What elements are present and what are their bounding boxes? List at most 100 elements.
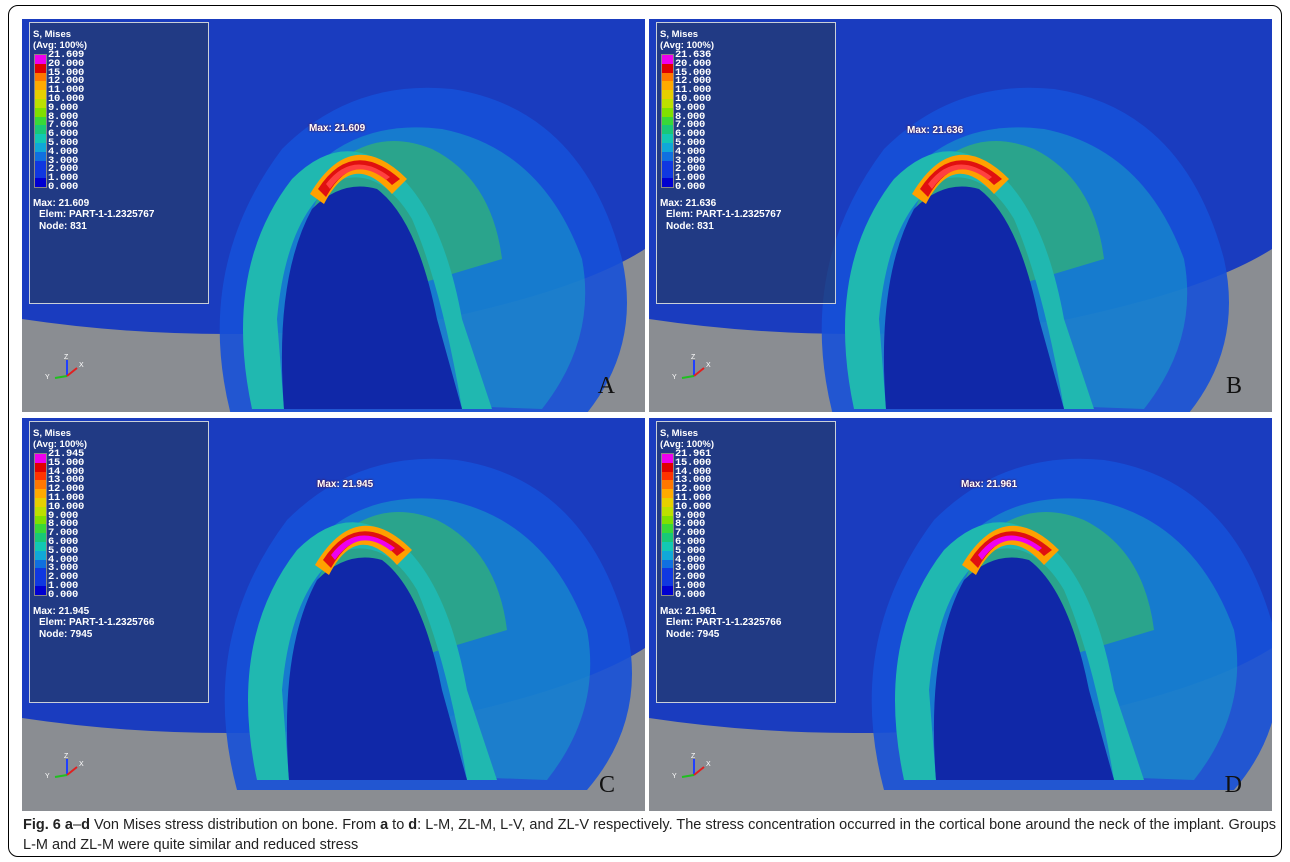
legend-swatch — [662, 480, 673, 490]
legend-value: 4.000 — [48, 145, 79, 158]
legend-value: 7.000 — [675, 119, 706, 132]
legend-color-bar — [34, 54, 47, 188]
legend-value: 12.000 — [675, 75, 712, 88]
legend-value: 5.000 — [48, 136, 79, 149]
legend-value: 2.000 — [675, 163, 706, 176]
legend-title: S, Mises (Avg: 100%) — [33, 29, 87, 51]
legend-value: 10.000 — [48, 500, 85, 513]
figure-caption: Fig. 6 a–d Von Mises stress distribution… — [23, 816, 1281, 855]
caption-range-a: a — [64, 817, 73, 833]
legend-value: 10.000 — [675, 92, 712, 105]
legend-max-line: Max: 21.961 — [660, 605, 717, 617]
legend-value: 10.000 — [675, 500, 712, 513]
axis-label-x: X — [79, 362, 84, 369]
legend-swatch — [35, 178, 46, 187]
legend-node-line: Node: 7945 — [666, 628, 720, 640]
legend-swatch — [662, 497, 673, 507]
caption-text-1: Von Mises stress distribution on bone. F… — [89, 817, 381, 833]
legend-value: 5.000 — [675, 544, 706, 557]
legend-swatch — [662, 515, 673, 525]
stress-contour-plot — [22, 87, 645, 412]
legend-value: 11.000 — [48, 491, 85, 504]
legend-swatch — [35, 55, 46, 64]
legend-max-line: Max: 21.609 — [33, 197, 90, 209]
panel-letter: B — [1225, 373, 1242, 399]
legend-swatch — [662, 541, 673, 551]
axis-label-x: X — [706, 761, 711, 768]
legend-values: 21.609 20.000 15.000 12.000 11.000 10.000 9.00… — [48, 49, 85, 192]
legend-info: Max: 21.945 Elem: PART-1-1.2325766 Node: 7… — [33, 606, 154, 641]
legend-value: 20.000 — [48, 57, 85, 70]
legend-value: 0.000 — [675, 180, 706, 193]
legend-value: 6.000 — [675, 535, 706, 548]
legend-values: 21.945 15.000 14.000 13.000 12.000 11.000 10.0… — [48, 449, 85, 601]
legend-value: 20.000 — [675, 57, 712, 70]
legend-value: 21.609 — [48, 49, 85, 61]
legend-value: 8.000 — [48, 110, 79, 123]
legend-swatch — [35, 568, 46, 578]
caption-to-d: d — [408, 817, 418, 833]
legend-swatch — [35, 151, 46, 161]
legend-swatch — [662, 134, 673, 143]
legend-swatch — [662, 462, 673, 472]
caption-fig-label: Fig. 6 — [23, 817, 61, 833]
legend-value: 4.000 — [675, 553, 706, 566]
legend-title-line: S, Mises — [33, 428, 72, 439]
legend-title: S, Mises (Avg: 100%) — [660, 29, 714, 51]
legend-swatch — [35, 134, 46, 143]
axis-label-x: X — [706, 362, 711, 369]
legend-value: 0.000 — [675, 588, 706, 601]
legend-value: 4.000 — [675, 145, 706, 158]
legend-swatch — [662, 169, 673, 179]
figure-frame: S, Mises (Avg: 100%) 21.609 20.000 15.000 12.… — [8, 5, 1282, 857]
legend-value: 9.000 — [675, 509, 706, 522]
legend-swatch — [35, 462, 46, 472]
legend-value: 6.000 — [48, 128, 79, 141]
stress-contour-plot — [649, 87, 1272, 412]
legend-swatch — [662, 550, 673, 560]
legend-value: 5.000 — [48, 544, 79, 557]
axis-triad-icon: Y Z X — [672, 354, 711, 381]
legend-info: Max: 21.609 Elem: PART-1-1.2325767 Node: 8… — [33, 198, 154, 233]
legend-elem-line: Elem: PART-1-1.2325767 — [39, 209, 155, 221]
axis-label-y: Y — [45, 374, 50, 381]
legend-swatch — [35, 107, 46, 117]
legend-value: 0.000 — [48, 588, 79, 601]
legend-value: 2.000 — [675, 571, 706, 584]
legend-value: 11.000 — [675, 84, 712, 97]
legend-swatch — [662, 81, 673, 91]
legend-swatch — [662, 585, 673, 595]
legend-color-bar — [34, 453, 47, 596]
legend-value: 15.000 — [675, 66, 712, 79]
legend-value: 8.000 — [675, 518, 706, 531]
legend-info: Max: 21.961 Elem: PART-1-1.2325766 Node: 7… — [660, 606, 781, 641]
legend-node-line: Node: 7945 — [39, 628, 93, 640]
panel-letter: D — [1224, 772, 1242, 798]
legend-title-line: S, Mises — [660, 428, 699, 439]
legend-value: 4.000 — [48, 553, 79, 566]
legend-elem-line: Elem: PART-1-1.2325767 — [666, 209, 782, 221]
legend-subtitle-line: (Avg: 100%) — [660, 40, 715, 51]
axis-triad-icon: Y Z X — [672, 753, 711, 780]
legend-swatch — [35, 81, 46, 91]
legend-value: 21.636 — [675, 49, 712, 61]
legend-swatch — [662, 577, 673, 586]
legend-subtitle-line: (Avg: 100%) — [33, 40, 88, 51]
legend-color-bar — [661, 54, 674, 188]
legend-value: 13.000 — [675, 474, 712, 487]
legend-swatch — [35, 90, 46, 99]
stress-legend: S, Mises (Avg: 100%) 21.945 15.000 14.000 13.… — [29, 421, 209, 703]
legend-swatch — [662, 160, 673, 170]
axis-label-y: Y — [45, 773, 50, 780]
legend-swatch — [662, 568, 673, 578]
legend-swatch — [35, 480, 46, 490]
legend-value: 10.000 — [48, 92, 85, 105]
legend-value: 2.000 — [48, 163, 79, 176]
legend-color-bar — [661, 453, 674, 596]
max-annotation: Max: 21.961 — [961, 479, 1018, 490]
legend-swatch — [35, 524, 46, 534]
legend-value: 8.000 — [48, 518, 79, 531]
legend-swatch — [662, 55, 673, 64]
fea-panel-d: S, Mises (Avg: 100%) 21.961 15.000 14.000 13.… — [649, 418, 1272, 811]
legend-node-line: Node: 831 — [39, 220, 87, 232]
